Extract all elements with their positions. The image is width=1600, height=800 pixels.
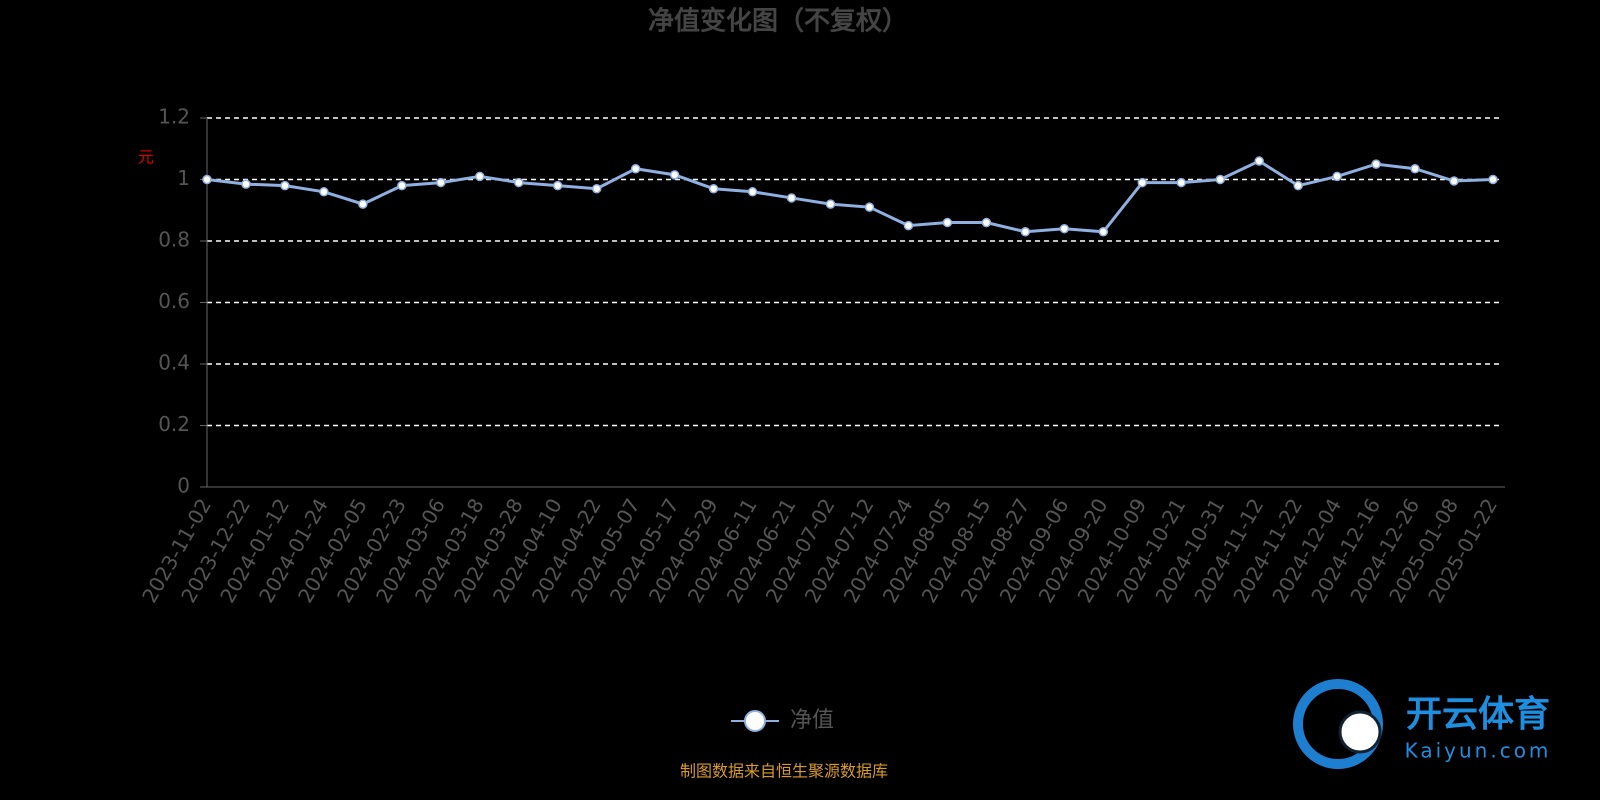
y-tick-label: 0	[177, 474, 190, 498]
y-axis-label: 元	[138, 148, 154, 167]
data-point	[747, 187, 758, 197]
y-tick-label: 1	[177, 166, 190, 190]
data-point	[591, 183, 602, 194]
data-point	[436, 177, 446, 188]
data-point	[1215, 174, 1225, 185]
watermark: 开云体育 Kaiyun.com	[1293, 679, 1552, 769]
data-point	[825, 199, 836, 209]
legend-label: 净值	[790, 708, 834, 733]
data-point	[981, 217, 992, 228]
data-point	[1449, 176, 1459, 186]
data-point	[1371, 159, 1381, 169]
chart: 净值变化图（不复权） 元 制图数据来自恒生聚源数据库 开云体育 Kaiyun.c…	[0, 0, 1568, 784]
data-point	[1059, 223, 1070, 234]
brand-name: 开云体育	[1406, 694, 1550, 735]
chart-title: 净值变化图（不复权）	[648, 6, 908, 37]
data-point	[669, 170, 680, 180]
data-point	[903, 220, 914, 231]
data-point	[202, 174, 212, 185]
data-point	[1488, 174, 1498, 185]
y-tick-label: 0.6	[158, 289, 190, 313]
data-point	[514, 177, 524, 188]
data-point	[319, 187, 329, 197]
y-tick-label: 0.8	[158, 228, 190, 252]
brand-site: Kaiyun.com	[1405, 739, 1552, 763]
data-point	[1098, 227, 1109, 237]
data-point	[397, 180, 407, 191]
y-tick-label: 1.2	[158, 105, 190, 129]
data-point	[241, 179, 251, 189]
background	[0, 0, 1568, 784]
data-point	[1137, 177, 1148, 188]
data-point	[864, 202, 875, 212]
data-point	[475, 171, 485, 182]
source-note: 制图数据来自恒生聚源数据库	[680, 762, 888, 781]
data-point	[942, 217, 953, 228]
logo-ball	[1338, 710, 1382, 754]
y-tick-label: 0.4	[158, 351, 190, 375]
data-point	[1293, 180, 1303, 191]
y-tick-label: 0.2	[158, 412, 190, 436]
series-line	[206, 159, 1494, 234]
data-point	[708, 183, 719, 194]
data-point	[1176, 177, 1186, 188]
data-point	[1332, 171, 1342, 182]
data-point	[552, 180, 563, 191]
data-point	[1020, 227, 1031, 237]
data-point	[1254, 156, 1264, 166]
data-point	[280, 180, 290, 191]
data-point	[630, 163, 641, 174]
legend-marker	[744, 710, 766, 732]
data-point	[786, 193, 797, 203]
data-point	[358, 199, 368, 209]
data-point	[1410, 163, 1420, 174]
